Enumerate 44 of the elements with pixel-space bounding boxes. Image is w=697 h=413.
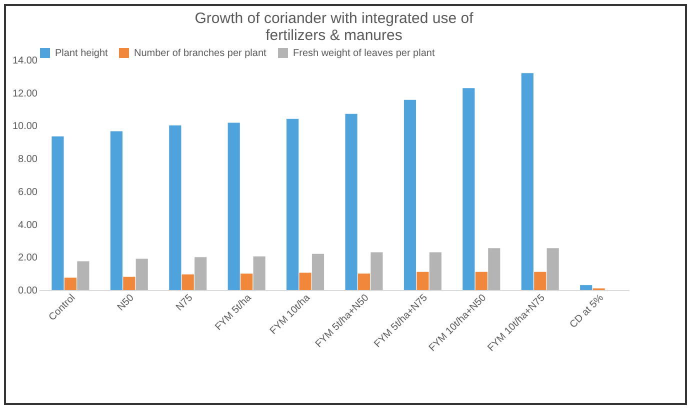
bar (475, 272, 488, 290)
bar (194, 257, 207, 290)
bar (462, 88, 475, 290)
y-tick-label: 14.00 (12, 56, 38, 66)
bar (52, 136, 64, 290)
bar (240, 274, 253, 290)
bar (404, 100, 416, 290)
bar (64, 278, 76, 290)
bar (370, 252, 383, 290)
y-tick-label: 6.00 (18, 186, 38, 198)
legend-label: Number of branches per plant (134, 48, 267, 59)
bar (521, 73, 534, 290)
bar (77, 261, 90, 290)
y-tick-label: 8.00 (18, 154, 38, 166)
bar (136, 258, 148, 290)
bar (110, 131, 122, 290)
legend-label: Fresh weight of leaves per plant (293, 48, 435, 59)
bar (253, 256, 266, 290)
y-tick-label: 2.00 (18, 252, 38, 264)
bar (286, 118, 299, 290)
y-tick-label: 12.00 (12, 88, 38, 100)
bar (546, 248, 559, 290)
bar (182, 274, 194, 290)
text: Growth of coriander with integrated use of (194, 10, 474, 27)
bar (534, 272, 546, 290)
y-tick-label: 10.00 (12, 121, 38, 132)
bar (580, 285, 592, 290)
bar (312, 254, 324, 290)
x-tick-label: N50 (116, 292, 137, 314)
y-tick-label: 0.00 (18, 286, 38, 296)
x-tick-label: N75 (174, 292, 196, 314)
bar (416, 272, 429, 290)
y-tick-label: 4.00 (18, 220, 38, 231)
bar (488, 248, 500, 290)
bar (358, 274, 370, 290)
text: fertilizers & manures (266, 27, 402, 44)
bar (429, 252, 442, 290)
x-tick-label: CD at 5% (568, 292, 606, 331)
bar (299, 272, 312, 290)
bar (228, 122, 240, 290)
bar (345, 114, 358, 290)
bar (169, 125, 182, 290)
bar (123, 276, 136, 290)
legend-label: Plant height (55, 48, 108, 59)
